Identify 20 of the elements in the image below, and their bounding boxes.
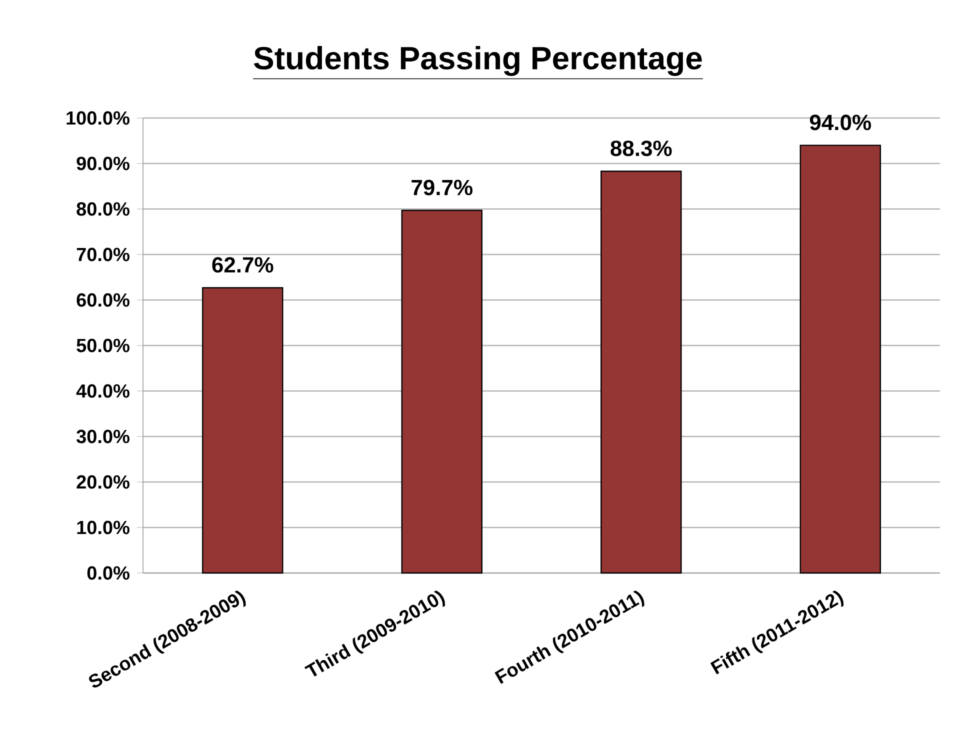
y-tick-label: 70.0% [76,248,130,262]
chart-title: Students Passing Percentage [254,46,702,76]
y-tick-label: 0.0% [87,566,130,580]
bar [202,287,284,574]
y-tick-label: 100.0% [66,111,130,125]
bar [600,170,682,574]
y-tick-label: 60.0% [76,293,130,307]
data-label: 88.3% [610,140,672,156]
y-tick-label: 50.0% [76,338,130,352]
y-tick-label: 90.0% [76,156,130,170]
data-label: 79.7% [412,180,472,196]
y-tick-label: 20.0% [76,475,130,489]
y-tick-label: 40.0% [76,384,130,398]
y-tick-label: 30.0% [76,430,130,444]
y-tick-label: 80.0% [76,202,130,216]
bar [800,144,881,574]
data-label: 94.0% [810,114,871,130]
data-label: 62.7% [212,257,274,273]
bar [401,210,482,574]
y-tick-label: 10.0% [77,520,130,534]
